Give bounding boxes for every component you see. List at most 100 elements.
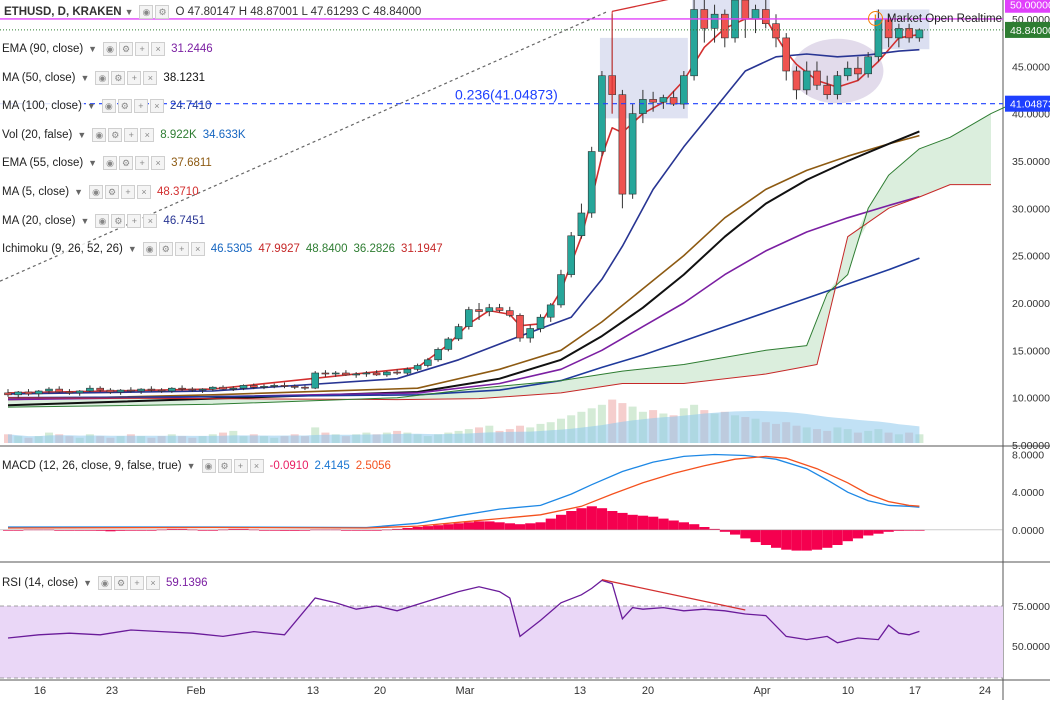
eye-icon[interactable]: ◉ <box>142 242 157 257</box>
price-tick-label: 20.00000 <box>1012 298 1050 310</box>
remove-icon[interactable]: × <box>140 127 155 142</box>
indicator-row[interactable]: MA (50, close) ▼ ◉ ⚙ + × 38.1231 <box>0 68 211 88</box>
indicator-row[interactable]: MA (20, close) ▼ ◉ ⚙ + × 46.7451 <box>0 211 211 231</box>
add-icon[interactable]: + <box>135 42 150 56</box>
settings-icon[interactable]: ⚙ <box>119 156 134 171</box>
candle-body <box>720 13 729 39</box>
candle-body <box>301 386 309 389</box>
candle-body <box>854 67 862 75</box>
macd-histogram-bar <box>259 529 270 531</box>
settings-icon[interactable]: ⚙ <box>119 42 134 56</box>
macd-histogram-bar <box>863 529 874 536</box>
chevron-down-icon[interactable]: ▼ <box>83 578 92 588</box>
remove-icon[interactable]: × <box>149 99 164 114</box>
chevron-down-icon[interactable]: ▼ <box>80 72 90 83</box>
settings-icon[interactable]: ⚙ <box>113 576 128 590</box>
add-icon[interactable]: + <box>133 99 148 114</box>
chevron-down-icon[interactable]: ▼ <box>77 129 87 140</box>
indicator-row[interactable]: Ichimoku (9, 26, 52, 26) ▼ ◉ ⚙ + × 46.5305 47.9… <box>0 239 449 259</box>
macd-histogram-bar <box>146 529 157 531</box>
add-icon[interactable]: + <box>135 156 150 171</box>
candle-body <box>423 359 432 366</box>
chevron-down-icon[interactable]: ▼ <box>86 101 96 112</box>
add-icon[interactable]: + <box>127 213 142 228</box>
macd-histogram-bar <box>453 523 464 530</box>
chevron-down-icon[interactable]: ▼ <box>186 461 196 471</box>
chevron-down-icon[interactable]: ▼ <box>127 244 137 255</box>
time-tick-label: Feb <box>187 685 206 697</box>
eye-icon[interactable]: ◉ <box>97 576 112 590</box>
chevron-down-icon[interactable]: ▼ <box>88 158 98 169</box>
remove-icon[interactable]: × <box>145 576 160 590</box>
rsi-band <box>0 606 1003 678</box>
settings-icon[interactable]: ⚙ <box>105 185 120 199</box>
add-icon[interactable]: + <box>124 127 139 142</box>
macd-histogram-bar <box>607 511 618 530</box>
settings-icon[interactable]: ⚙ <box>111 70 126 85</box>
eye-icon[interactable]: ◉ <box>201 459 216 473</box>
settings-icon[interactable]: ⚙ <box>155 5 170 19</box>
eye-icon[interactable]: ◉ <box>95 213 110 228</box>
settings-icon[interactable]: ⚙ <box>111 213 126 228</box>
chevron-down-icon[interactable]: ▼ <box>80 215 90 226</box>
remove-icon[interactable]: × <box>190 242 205 257</box>
macd-histogram-bar <box>125 529 137 531</box>
indicator-value: 37.6811 <box>171 157 212 170</box>
indicator-row[interactable]: EMA (90, close) ▼ ◉ ⚙ + × 31.2446 <box>0 39 219 59</box>
candle-body <box>219 386 227 390</box>
add-icon[interactable]: + <box>127 70 142 85</box>
macd-legend-value: 2.5056 <box>355 460 391 472</box>
volume-bar <box>597 404 606 443</box>
macd-histogram-bar <box>504 523 515 530</box>
add-icon[interactable]: + <box>174 242 189 257</box>
macd-legend-row[interactable]: MACD (12, 26, close, 9, false, true) ▼ ◉ ⚙ +… <box>0 456 397 476</box>
candle-body <box>905 28 913 39</box>
remove-icon[interactable]: × <box>249 459 264 473</box>
chevron-down-icon[interactable]: ▼ <box>74 187 84 197</box>
macd-histogram-bar <box>474 521 485 530</box>
chevron-down-icon[interactable]: ▼ <box>88 44 98 54</box>
eye-icon[interactable]: ◉ <box>95 70 110 85</box>
settings-icon[interactable]: ⚙ <box>217 459 232 473</box>
eye-icon[interactable]: ◉ <box>103 42 118 56</box>
symbol-title[interactable]: ETHUSD, D, KRAKEN <box>4 6 122 18</box>
remove-icon[interactable]: × <box>151 156 166 171</box>
candle-body <box>127 389 135 392</box>
candle-body <box>823 84 832 95</box>
eye-icon[interactable]: ◉ <box>103 156 118 171</box>
indicator-row[interactable]: EMA (55, close) ▼ ◉ ⚙ + × 37.6811 <box>0 153 218 173</box>
eye-icon[interactable]: ◉ <box>139 5 154 19</box>
candle-body <box>342 372 350 376</box>
remove-icon[interactable]: × <box>143 213 158 228</box>
macd-histogram-bar <box>699 527 710 530</box>
settings-icon[interactable]: ⚙ <box>108 127 123 142</box>
eye-icon[interactable]: ◉ <box>89 185 104 199</box>
remove-icon[interactable]: × <box>137 185 152 199</box>
settings-icon[interactable]: ⚙ <box>158 242 173 257</box>
macd-histogram-bar <box>556 514 567 530</box>
add-icon[interactable]: + <box>233 459 248 473</box>
alert-icon: ! <box>867 11 883 26</box>
rsi-legend-row[interactable]: RSI (14, close) ▼ ◉ ⚙ + × 59.1396 <box>0 573 214 593</box>
eye-icon[interactable]: ◉ <box>92 127 107 142</box>
indicator-row[interactable]: Vol (20, false) ▼ ◉ ⚙ + × 8.922K 34.633K <box>0 125 252 145</box>
macd-histogram-bar <box>392 528 403 530</box>
macd-line <box>8 453 920 529</box>
candle-body <box>393 371 401 374</box>
add-icon[interactable]: + <box>129 576 144 590</box>
candle-body <box>526 328 535 339</box>
eye-icon[interactable]: ◉ <box>101 99 116 114</box>
volume-ma-area <box>8 410 920 443</box>
chevron-down-icon[interactable]: ▼ <box>124 7 134 17</box>
remove-icon[interactable]: × <box>151 42 166 56</box>
remove-icon[interactable]: × <box>143 70 158 85</box>
candle-body <box>802 70 811 91</box>
add-icon[interactable]: + <box>121 185 136 199</box>
indicator-row[interactable]: MA (5, close) ▼ ◉ ⚙ + × 48.3710 <box>0 182 205 202</box>
indicator-row[interactable]: MA (100, close) ▼ ◉ ⚙ + × 24.7410 <box>0 96 217 116</box>
indicator-controls: ◉ ⚙ + × <box>95 213 158 228</box>
settings-icon[interactable]: ⚙ <box>117 99 132 114</box>
indicator-name: MA (50, close) <box>0 71 78 84</box>
trend-line <box>0 10 609 282</box>
macd-legend-value: -0.0910 <box>269 460 309 472</box>
